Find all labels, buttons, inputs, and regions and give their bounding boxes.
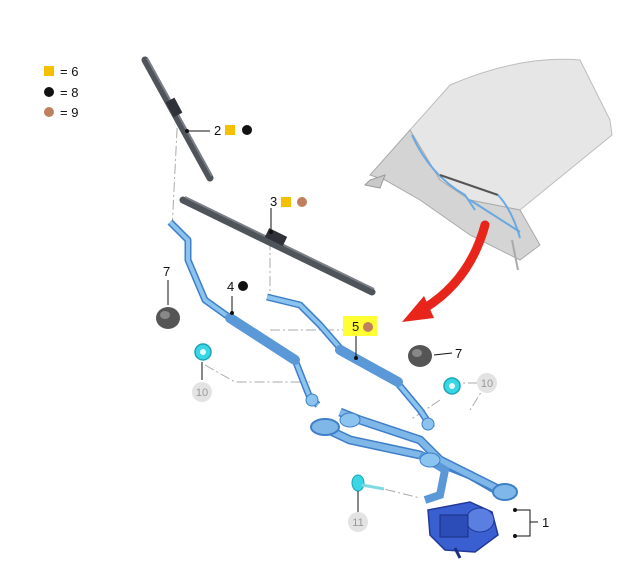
callout-11: 11: [352, 517, 363, 529]
legend: = 6 = 8 = 9: [44, 64, 78, 120]
callout-3: 3: [270, 194, 277, 209]
wiper-blade-2: [141, 56, 214, 182]
leader-dot-4: [230, 311, 234, 315]
leader-dot-1a: [513, 508, 517, 512]
leader-dot-2: [185, 129, 189, 133]
wiper-linkage: [310, 407, 518, 504]
callout-5: 5: [352, 319, 359, 334]
legend-label-6: = 6: [60, 64, 78, 79]
callout-10-left: 10: [196, 387, 208, 399]
black-dot-icon: [242, 125, 252, 135]
callout-4: 4: [227, 279, 234, 294]
legend-label-8: = 8: [60, 85, 78, 100]
yellow-square-icon: [281, 197, 291, 207]
cap-7-left-highlight: [160, 311, 170, 319]
leader-dot-3: [269, 230, 273, 234]
wiper-motor: [427, 501, 499, 559]
callout-11-badge: [348, 512, 368, 532]
red-arrow-icon: [402, 220, 490, 322]
yellow-square-icon: [225, 125, 235, 135]
wiper-arm-4: [167, 219, 321, 408]
black-dot-icon: [44, 87, 54, 97]
leader-dot-1b: [513, 534, 517, 538]
yellow-square-icon: [44, 66, 54, 76]
callout-10-right-badge: [477, 373, 497, 393]
vehicle-overview: [363, 58, 613, 271]
leader-dot-5: [354, 356, 358, 360]
nut-10-right: [443, 377, 461, 395]
callout-2: 2: [214, 123, 221, 138]
brown-dot-icon: [363, 322, 373, 332]
brown-dot-icon: [44, 107, 54, 117]
nut-10-left: [194, 343, 212, 361]
callout-7-right: 7: [455, 346, 462, 361]
wiper-arm-5: [266, 293, 435, 431]
callout-1: 1: [542, 515, 549, 530]
callout-10-left-badge: [192, 382, 212, 402]
callout-10-right: 10: [481, 378, 493, 390]
brown-dot-icon: [297, 197, 307, 207]
legend-label-9: = 9: [60, 105, 78, 120]
wiper-blade-3: [179, 196, 376, 296]
callout-7-left: 7: [163, 264, 170, 279]
cap-7-right-highlight: [412, 349, 422, 357]
black-dot-icon: [238, 281, 248, 291]
leader-lines: [167, 130, 538, 537]
bolt-11: [351, 474, 385, 492]
